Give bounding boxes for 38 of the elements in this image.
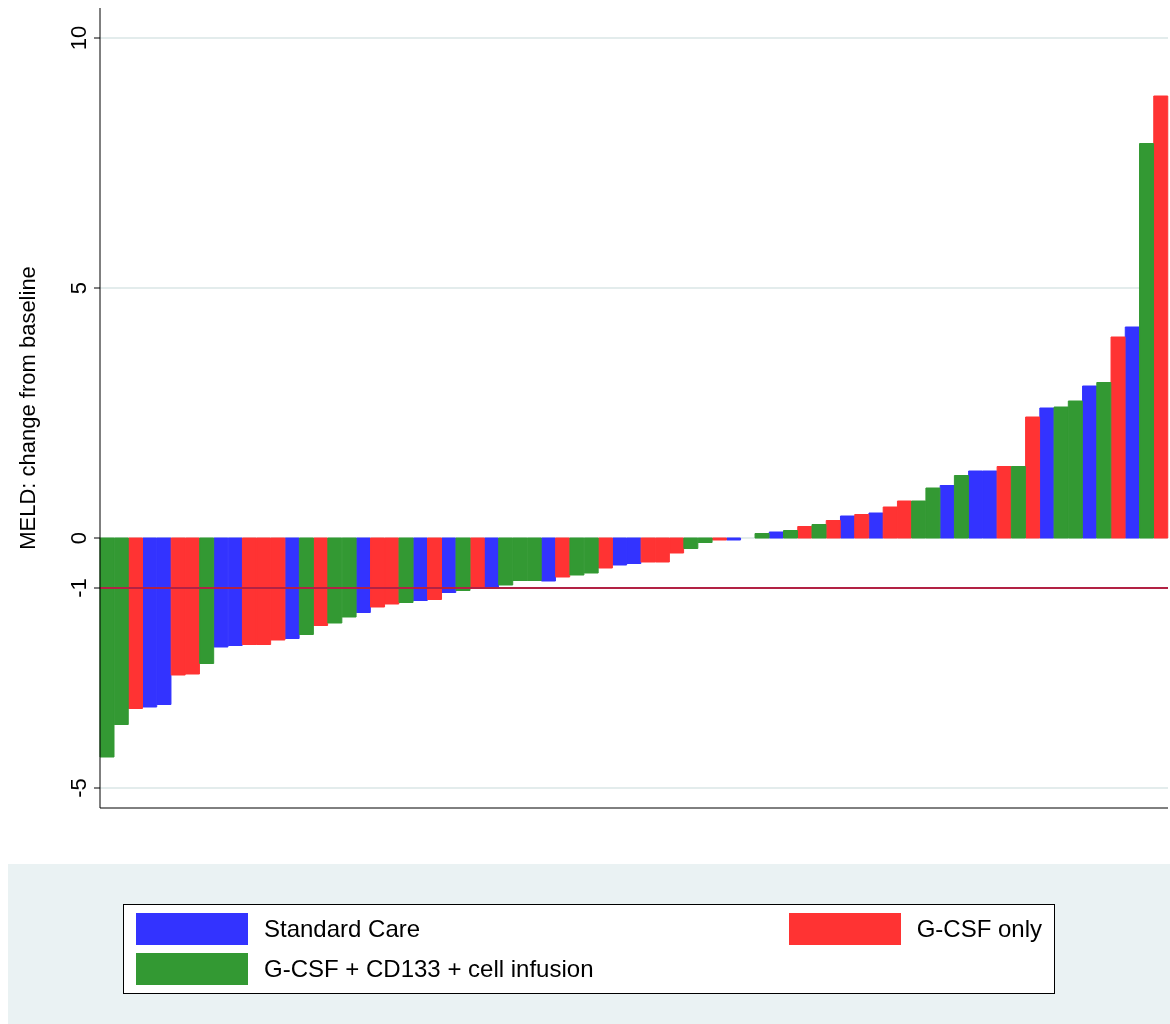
bar bbox=[455, 537, 471, 591]
bar bbox=[555, 537, 571, 578]
bar bbox=[797, 526, 813, 539]
y-tick-label: -1 bbox=[66, 578, 91, 598]
y-tick-label: 10 bbox=[66, 25, 91, 51]
bar bbox=[783, 530, 799, 539]
bar bbox=[540, 537, 556, 582]
bar bbox=[825, 520, 841, 539]
bar bbox=[726, 537, 742, 541]
legend-label: G-CSF only bbox=[916, 915, 1042, 943]
legend-label: G-CSF + CD133 + cell infusion bbox=[264, 955, 594, 983]
bar bbox=[298, 537, 314, 635]
bar bbox=[854, 514, 870, 539]
bar bbox=[1025, 416, 1041, 539]
bar bbox=[597, 537, 613, 569]
bar bbox=[1110, 336, 1126, 539]
bar bbox=[1010, 466, 1026, 539]
bar bbox=[711, 537, 727, 541]
bar bbox=[199, 537, 215, 664]
y-tick-label: 0 bbox=[66, 531, 91, 545]
bar bbox=[398, 537, 414, 603]
y-tick-label: -5 bbox=[66, 778, 91, 798]
bar bbox=[996, 466, 1012, 539]
bar bbox=[427, 537, 443, 600]
bar bbox=[839, 515, 855, 539]
bar bbox=[127, 537, 143, 709]
bar bbox=[868, 512, 884, 539]
bar bbox=[1096, 382, 1112, 539]
bar bbox=[469, 537, 485, 589]
bar bbox=[754, 533, 770, 539]
bar bbox=[953, 475, 969, 539]
bar bbox=[811, 524, 827, 539]
y-axis-title: MELD: change from baseline bbox=[14, 266, 40, 550]
bar bbox=[768, 531, 784, 539]
legend-label: Standard Care bbox=[264, 915, 421, 943]
bar bbox=[1153, 95, 1169, 539]
bar bbox=[1139, 143, 1155, 539]
y-tick-label: 5 bbox=[66, 281, 91, 295]
